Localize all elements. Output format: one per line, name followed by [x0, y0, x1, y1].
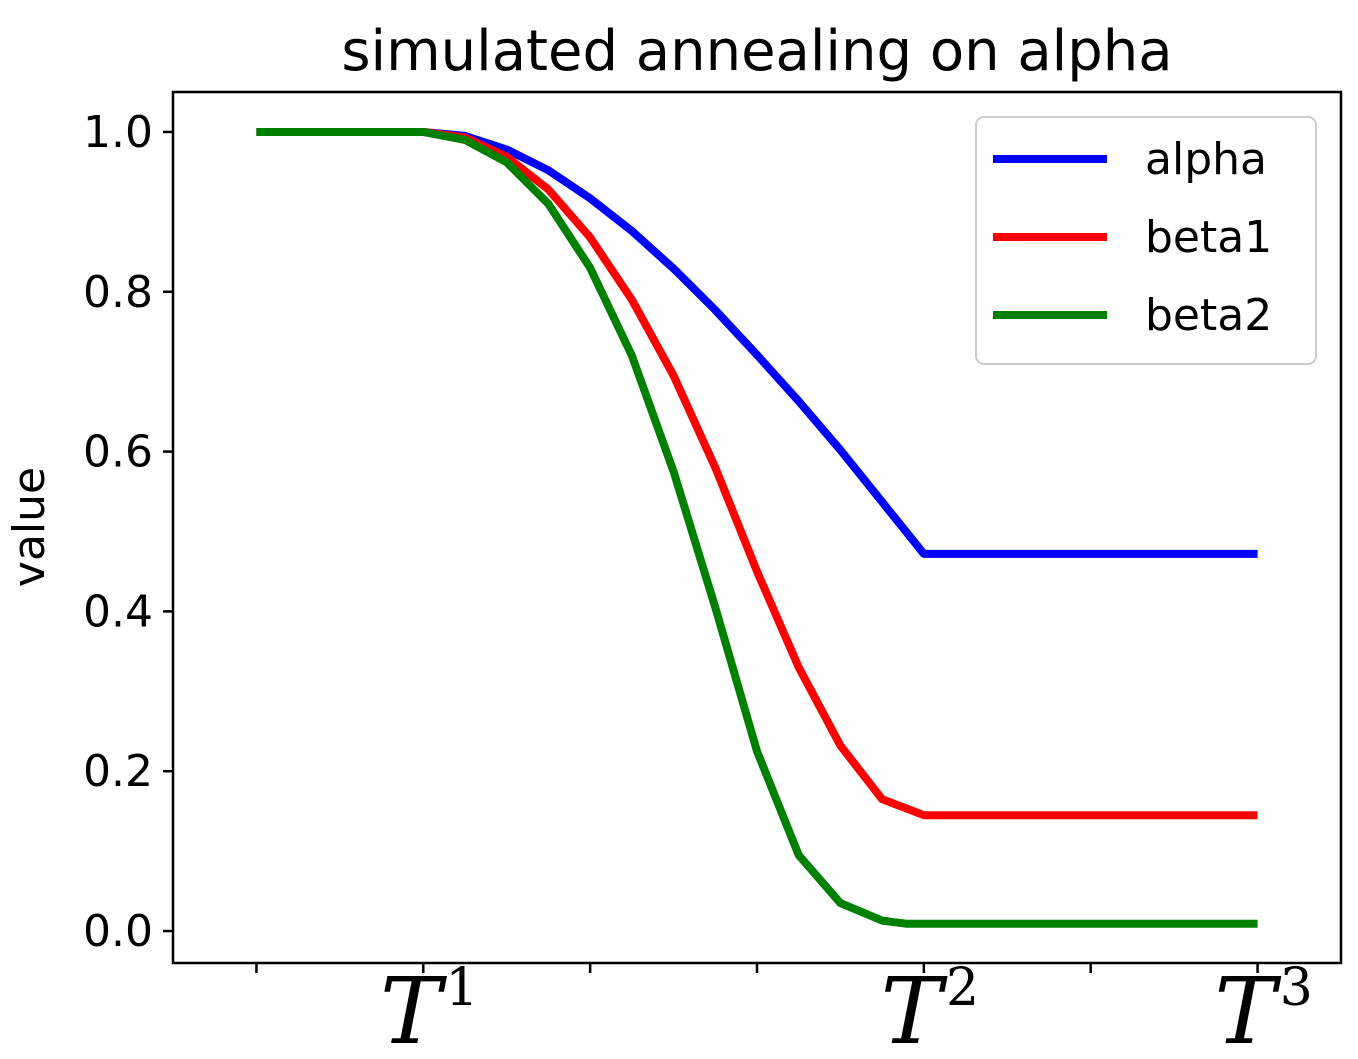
series-line-beta1 [256, 128, 1258, 820]
y-tick-label: 0.0 [83, 906, 153, 957]
plot-lines [256, 128, 1258, 928]
x-tick-label: T1 [380, 958, 478, 1059]
legend: alpha beta1 beta2 [975, 116, 1317, 365]
y-tick-label: 0.8 [83, 267, 153, 318]
x-tick-label: T2 [881, 958, 979, 1059]
y-tick-label: 0.4 [83, 586, 153, 637]
series-line-beta2 [256, 128, 1258, 928]
y-tick-label: 1.0 [83, 107, 153, 158]
x-axis: T1 T2 T3 [255, 958, 1313, 1059]
chart-title: simulated annealing on alpha [341, 19, 1172, 84]
series-line-alpha [256, 128, 1258, 558]
y-tick-label: 0.6 [83, 427, 153, 478]
x-tick-label: T3 [1214, 958, 1312, 1059]
legend-box [975, 116, 1317, 365]
legend-label-alpha: alpha [1145, 134, 1267, 185]
legend-label-beta2: beta2 [1145, 290, 1272, 341]
legend-label-beta1: beta1 [1145, 212, 1272, 263]
y-tick-label: 0.2 [83, 746, 153, 797]
y-axis: 0.0 0.2 0.4 0.6 0.8 1.0 [83, 107, 173, 957]
legend-entries: alpha beta1 beta2 [993, 134, 1272, 341]
y-axis-label: value [4, 467, 55, 587]
